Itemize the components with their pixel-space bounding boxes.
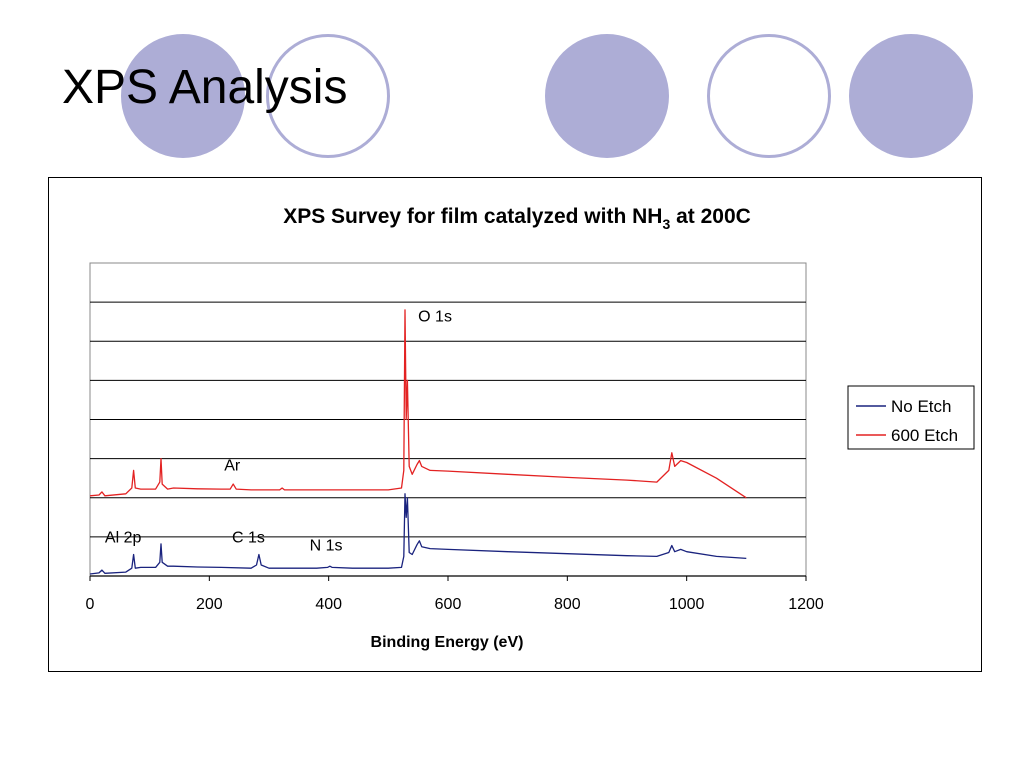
decor-circle-filled-2 [545, 34, 669, 158]
decor-circle-filled-3 [849, 34, 973, 158]
x-tick-label: 0 [86, 596, 95, 613]
x-tick-label: 1200 [788, 596, 824, 613]
x-tick-label: 600 [435, 596, 462, 613]
x-axis-label: Binding Energy (eV) [371, 634, 524, 651]
slide-title: XPS Analysis [62, 61, 348, 114]
annotation-layer: O 1s Ar Al 2p C 1s N 1s [105, 309, 452, 555]
annotation-c-1s: C 1s [232, 530, 265, 547]
x-tick-label: 200 [196, 596, 223, 613]
decor-circle-filled-1 [121, 34, 245, 158]
series-layer [89, 309, 747, 575]
chart-frame: XPS Survey for film catalyzed with NH3 a… [48, 177, 982, 672]
annotation-o-1s: O 1s [418, 309, 452, 326]
annotation-n-1s: N 1s [310, 538, 343, 555]
axis-layer: 0 200 400 600 800 1000 1200 [86, 575, 824, 613]
series-line-no-etch [89, 493, 747, 575]
x-tick-label: 800 [554, 596, 581, 613]
decor-circle-outline-1 [266, 34, 390, 158]
legend-box [847, 385, 975, 450]
x-tick-label: 400 [315, 596, 342, 613]
xps-chart: XPS Survey for film catalyzed with NH3 a… [86, 205, 975, 651]
legend-label-600-etch: 600 Etch [891, 426, 958, 445]
annotation-ar: Ar [224, 457, 241, 474]
chart-title: XPS Survey for film catalyzed with NH3 a… [283, 205, 751, 232]
legend: No Etch 600 Etch [847, 385, 975, 450]
legend-label-no-etch: No Etch [891, 397, 951, 416]
annotation-al-2p: Al 2p [105, 530, 142, 547]
x-tick-label: 1000 [669, 596, 705, 613]
decor-circle-outline-2 [707, 34, 831, 158]
series-line-600-etch [89, 309, 747, 499]
